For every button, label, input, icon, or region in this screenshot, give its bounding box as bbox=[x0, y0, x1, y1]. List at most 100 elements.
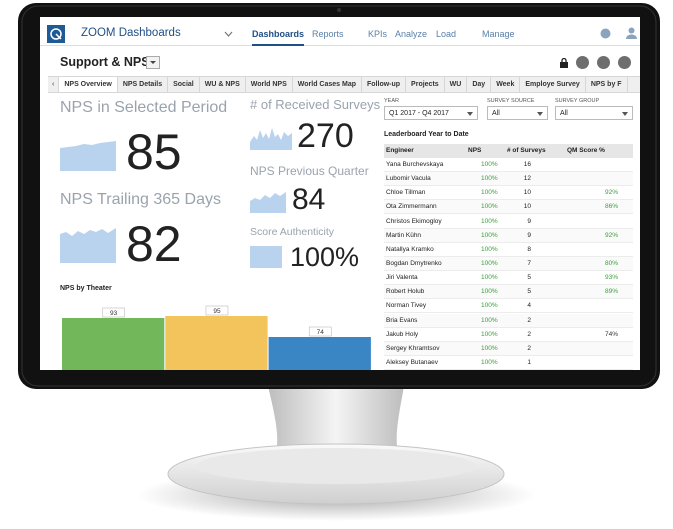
engineer-name: Bogdan Dmytrenko bbox=[386, 259, 442, 267]
leaderboard-title: Leaderboard Year to Date bbox=[384, 131, 469, 138]
tab-scroll-left[interactable]: ‹ bbox=[48, 77, 60, 92]
surveys-cell: 1 bbox=[527, 358, 531, 366]
print-button[interactable] bbox=[597, 56, 610, 69]
kpi-value: 82 bbox=[126, 216, 182, 272]
history-button[interactable] bbox=[576, 56, 589, 69]
kpi-value: 85 bbox=[126, 124, 182, 180]
surveys-cell: 5 bbox=[527, 274, 531, 282]
tab-bar: ‹ NPS Overview NPS Details Social WU & NPS W… bbox=[48, 76, 640, 93]
table-row: Lubomir Vacula 100% 12 bbox=[384, 172, 633, 187]
table-row: Christos Ekimogloy 100% 9 bbox=[384, 214, 633, 229]
sparkline bbox=[60, 141, 116, 171]
kpi-label: NPS Trailing 365 Days bbox=[60, 191, 221, 208]
filter-label: YEAR bbox=[384, 98, 399, 104]
app-menu-chevron[interactable] bbox=[224, 31, 233, 37]
surveys-cell: 12 bbox=[523, 175, 531, 183]
sparkline bbox=[60, 228, 116, 263]
table-header-row: Engineer NPS # of Surveys QM Score % bbox=[384, 144, 633, 158]
tab[interactable]: Projects bbox=[406, 77, 445, 92]
engineer-name: Christos Ekimogloy bbox=[386, 217, 442, 225]
kpi-label: NPS Previous Quarter bbox=[250, 164, 369, 178]
surveys-cell: 2 bbox=[527, 330, 531, 338]
qm-score-cell: 93% bbox=[604, 274, 618, 282]
engineer-name: Chloe Tillman bbox=[386, 189, 426, 197]
table-row: Chloe Tillman 100% 10 92% bbox=[384, 186, 633, 201]
nps-cell: 100% bbox=[481, 175, 498, 183]
screen: ZOOM Dashboards Support & NPS ‹ NPS Over… bbox=[40, 17, 640, 370]
qm-score-cell: 89% bbox=[604, 288, 618, 296]
nav-item[interactable]: Dashboards bbox=[252, 29, 305, 46]
engineer-name: Martin Kühn bbox=[386, 231, 422, 239]
engineer-name: Aleksey Butanaev bbox=[386, 358, 439, 366]
settings-button[interactable] bbox=[618, 56, 631, 69]
surveys-cell: 2 bbox=[527, 344, 531, 352]
nav-item[interactable]: Load bbox=[436, 29, 457, 39]
table-row: Jiri Valenta 100% 5 93% bbox=[384, 271, 633, 286]
chart: 93 95 74 bbox=[62, 305, 371, 370]
nps-cell: 100% bbox=[481, 330, 498, 338]
kpi-value: 84 bbox=[292, 183, 326, 216]
qm-score-cell: 80% bbox=[604, 259, 618, 267]
table-row: Aleksey Butanaev 100% 1 bbox=[384, 355, 633, 370]
header-divider bbox=[40, 45, 640, 46]
bar bbox=[268, 337, 371, 370]
logo bbox=[47, 25, 65, 43]
nps-cell: 100% bbox=[481, 217, 498, 225]
tab[interactable]: Social bbox=[168, 77, 200, 92]
nav-item[interactable]: Reports bbox=[312, 29, 344, 39]
surveys-cell: 16 bbox=[523, 161, 531, 168]
tab[interactable]: World NPS bbox=[246, 77, 293, 92]
bar bbox=[165, 316, 268, 370]
nav-item[interactable]: Manage bbox=[482, 29, 515, 39]
filter-dropdown[interactable]: All bbox=[555, 106, 633, 120]
qm-score-cell: 92% bbox=[604, 189, 618, 197]
tab[interactable]: Employe Survey bbox=[520, 77, 586, 92]
engineer-name: Natallya Kramko bbox=[386, 245, 434, 253]
engineer-name: Yana Burchevskaya bbox=[386, 161, 444, 168]
kpi-value: 270 bbox=[297, 117, 354, 155]
tab[interactable]: WU bbox=[445, 77, 468, 92]
user-icon[interactable] bbox=[626, 27, 637, 39]
filter-label: SURVEY GROUP bbox=[555, 98, 600, 104]
qm-score-cell: 86% bbox=[604, 203, 618, 211]
nav-item[interactable]: KPIs bbox=[368, 29, 388, 39]
tab[interactable]: NPS Overview bbox=[59, 77, 118, 92]
help-icon[interactable] bbox=[600, 28, 611, 39]
tab[interactable]: Day bbox=[467, 77, 492, 92]
table-row: Natallya Kramko 100% 8 bbox=[384, 242, 633, 257]
column-header: QM Score % bbox=[567, 147, 605, 154]
qm-score-cell: 92% bbox=[604, 231, 618, 239]
nps-cell: 100% bbox=[481, 161, 498, 168]
filter-dropdown[interactable]: All bbox=[487, 106, 548, 120]
value-label-box bbox=[308, 326, 332, 337]
title-menu[interactable] bbox=[146, 56, 160, 69]
tab[interactable]: WU & NPS bbox=[200, 77, 246, 92]
sparkline bbox=[250, 128, 292, 150]
tab[interactable]: NPS by F bbox=[586, 77, 628, 92]
tab[interactable]: World Cases Map bbox=[293, 77, 362, 92]
engineer-name: Norman Tivey bbox=[386, 302, 427, 310]
table-row: Sergey Khramtsov 100% 2 bbox=[384, 341, 633, 356]
table-row: Yana Burchevskaya 100% 16 bbox=[384, 158, 633, 172]
table-row: Martin Kühn 100% 9 92% bbox=[384, 228, 633, 243]
engineer-name: Jakub Holy bbox=[386, 330, 419, 338]
tab[interactable]: Follow-up bbox=[362, 77, 407, 92]
bar bbox=[62, 318, 165, 370]
nps-cell: 100% bbox=[481, 189, 498, 197]
tab[interactable]: NPS Details bbox=[118, 77, 169, 92]
nps-cell: 100% bbox=[481, 203, 498, 211]
surveys-cell: 4 bbox=[527, 302, 531, 310]
tab[interactable]: Week bbox=[491, 77, 521, 92]
table-row: Ota Zimmermann 100% 10 86% bbox=[384, 200, 633, 215]
filter-dropdown[interactable]: Q1 2017 - Q4 2017 bbox=[384, 106, 478, 120]
kpi-label: # of Received Surveys bbox=[250, 97, 381, 112]
column-header: # of Surveys bbox=[507, 147, 546, 154]
table-row: Robert Holub 100% 5 89% bbox=[384, 285, 633, 300]
nav-item[interactable]: Analyze bbox=[395, 29, 428, 39]
engineer-name: Lubomir Vacula bbox=[386, 175, 431, 183]
app-name: ZOOM Dashboards bbox=[81, 27, 181, 39]
column-header: NPS bbox=[468, 147, 482, 154]
surveys-cell: 5 bbox=[527, 288, 531, 296]
bezel-edge bbox=[21, 5, 657, 387]
